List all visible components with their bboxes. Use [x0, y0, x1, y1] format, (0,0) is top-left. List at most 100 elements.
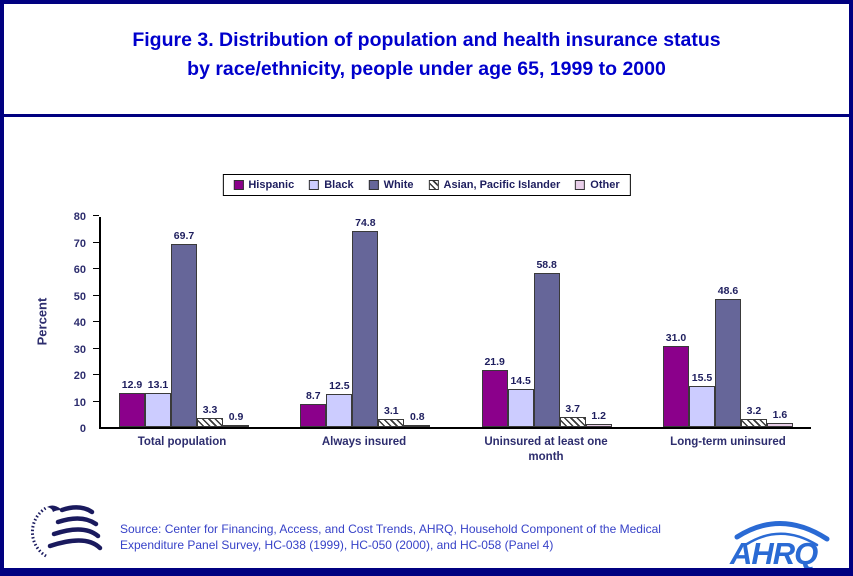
bar-slot: 15.5	[688, 217, 715, 427]
legend-label: Asian, Pacific Islander	[443, 179, 561, 191]
y-tick-label: 20	[73, 370, 86, 382]
figure-title-line-1: Figure 3. Distribution of population and…	[132, 29, 721, 51]
bar-slot: 74.8	[352, 216, 379, 427]
bar-slot: 8.7	[300, 217, 327, 427]
legend-item-other: Other	[575, 179, 620, 191]
y-tick-label: 70	[73, 237, 86, 250]
bar-slot: 3.2	[740, 217, 767, 427]
bar-group-uninsured-at-least-one-month: 21.9 14.5 58.8 3.7 1.2	[481, 217, 612, 427]
legend-label: Hispanic	[248, 179, 295, 191]
bar-slot: 12.5	[326, 217, 353, 427]
ahrq-logo-icon: AHRQ	[729, 521, 830, 571]
bar-slot: 1.2	[585, 217, 612, 427]
bar-white	[352, 230, 379, 427]
bar-other	[404, 424, 431, 427]
legend-label: Other	[590, 179, 620, 191]
bar-asian-pacific-islander	[559, 417, 586, 427]
bar-group-total-population: 12.9 13.1 69.7 3.3 0.9	[119, 217, 249, 427]
bar-value-label: 3.3	[202, 404, 218, 417]
bar-white	[714, 299, 741, 427]
bar-value-label: 3.2	[746, 404, 762, 417]
bar-slot: 69.7	[171, 217, 197, 427]
bar-value-label: 74.8	[355, 216, 376, 229]
bar-slot: 58.8	[533, 217, 560, 427]
y-tick-label: 30	[73, 343, 86, 356]
bar-slot: 31.0	[662, 217, 689, 427]
bar-value-label: 21.9	[484, 355, 505, 368]
hhs-eagle-icon	[30, 505, 103, 558]
bar-slot: 13.1	[145, 217, 171, 427]
y-tick-label: 10	[73, 396, 86, 409]
ahrq-logo-text: AHRQ	[729, 536, 818, 571]
bar-value-label: 0.9	[228, 410, 244, 423]
x-category-label-total-population: Total population	[137, 436, 227, 448]
bar-slot: 0.9	[223, 217, 249, 427]
bar-slot: 14.5	[507, 217, 534, 427]
bar-value-label: 0.8	[410, 410, 425, 423]
bar-slot: 3.1	[378, 217, 405, 427]
bar-value-label: 12.9	[121, 379, 143, 392]
bar-white	[533, 272, 560, 427]
legend-swatch-white	[368, 180, 379, 190]
bar-other	[223, 424, 249, 427]
y-tick-label: 50	[73, 290, 86, 303]
y-axis-tick-labels: 0 10 20 30 40 50 60 70 80	[44, 211, 92, 435]
bar-value-label: 1.2	[591, 409, 606, 422]
bar-value-label: 12.5	[329, 380, 350, 393]
y-tick-mark	[93, 294, 99, 296]
legend-item-black: Black	[309, 179, 354, 191]
y-tick-label: 0	[79, 423, 86, 435]
bar-slot: 21.9	[481, 217, 508, 427]
hhs-logo	[30, 494, 106, 568]
bar-slot: 12.9	[119, 217, 145, 427]
x-category-label-always-insured: Always insured	[321, 436, 407, 448]
bar-other	[585, 423, 612, 427]
y-tick-label: 40	[73, 317, 86, 329]
bar-value-label: 15.5	[691, 372, 713, 385]
bar-value-label: 8.7	[306, 390, 321, 403]
y-tick-mark	[93, 268, 99, 269]
source-line-2: Expenditure Panel Survey, HC-038 (1999),…	[120, 538, 554, 553]
bar-hispanic	[300, 404, 327, 427]
plot-area: 12.9 13.1 69.7 3.3 0.9 8.7 12.5 74.8 3.1 0.8 21.9 1…	[93, 215, 811, 429]
source-note: Source: Center for Financing, Access, an…	[120, 521, 661, 553]
bar-value-label: 48.6	[717, 285, 739, 298]
bar-value-label: 31.0	[665, 331, 687, 344]
bar-black	[145, 392, 171, 427]
source-line-1: Source: Center for Financing, Access, an…	[120, 522, 661, 536]
y-tick-mark	[93, 374, 99, 375]
bar-value-label: 58.8	[536, 258, 557, 271]
title-divider	[4, 114, 849, 117]
bar-asian-pacific-islander	[740, 418, 767, 427]
bar-asian-pacific-islander	[197, 418, 223, 427]
legend-swatch-asian-pacific-islander	[428, 180, 439, 190]
bar-hispanic	[662, 345, 689, 427]
y-tick-mark	[93, 215, 99, 216]
legend-swatch-black	[309, 180, 320, 190]
bar-value-label: 69.7	[173, 230, 195, 243]
legend-item-asian-pacific-islander: Asian, Pacific Islander	[428, 179, 561, 191]
x-axis-categories: Total population Always insured Uninsured …	[99, 435, 811, 465]
bar-slot: 3.7	[559, 217, 586, 427]
bar-black	[688, 386, 715, 427]
bar-slot: 48.6	[714, 217, 741, 427]
bar-asian-pacific-islander	[378, 418, 405, 427]
bar-value-label: 3.7	[565, 403, 580, 416]
bar-hispanic	[119, 393, 145, 427]
y-tick-label: 80	[73, 211, 86, 223]
y-tick-mark	[93, 347, 99, 349]
bar-value-label: 1.6	[772, 408, 788, 421]
legend-swatch-hispanic	[233, 180, 244, 190]
figure-title-line-2: by race/ethnicity, people under age 65, …	[187, 58, 666, 81]
bar-slot: 1.6	[766, 217, 793, 427]
bar-hispanic	[481, 369, 508, 427]
legend-swatch-other	[575, 180, 586, 190]
bar-group-always-insured: 8.7 12.5 74.8 3.1 0.8	[300, 216, 431, 427]
bar-black	[507, 388, 534, 427]
legend-label: White	[383, 179, 414, 191]
y-tick-mark	[93, 321, 99, 322]
bar-black	[326, 394, 353, 427]
chart-legend: Hispanic Black White Asian, Pacific Islande…	[222, 174, 631, 196]
y-tick-mark	[93, 241, 99, 243]
bar-other	[766, 422, 793, 427]
